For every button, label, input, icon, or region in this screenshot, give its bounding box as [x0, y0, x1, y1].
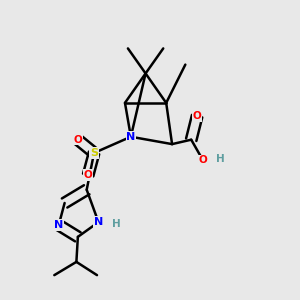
- Text: N: N: [54, 220, 63, 230]
- Text: H: H: [216, 154, 224, 164]
- Text: O: O: [193, 111, 202, 121]
- Text: S: S: [90, 148, 98, 158]
- Text: O: O: [74, 135, 82, 145]
- Text: O: O: [199, 155, 207, 165]
- Text: N: N: [126, 132, 136, 142]
- Text: N: N: [94, 217, 103, 227]
- Text: O: O: [84, 170, 92, 180]
- Text: H: H: [112, 219, 121, 229]
